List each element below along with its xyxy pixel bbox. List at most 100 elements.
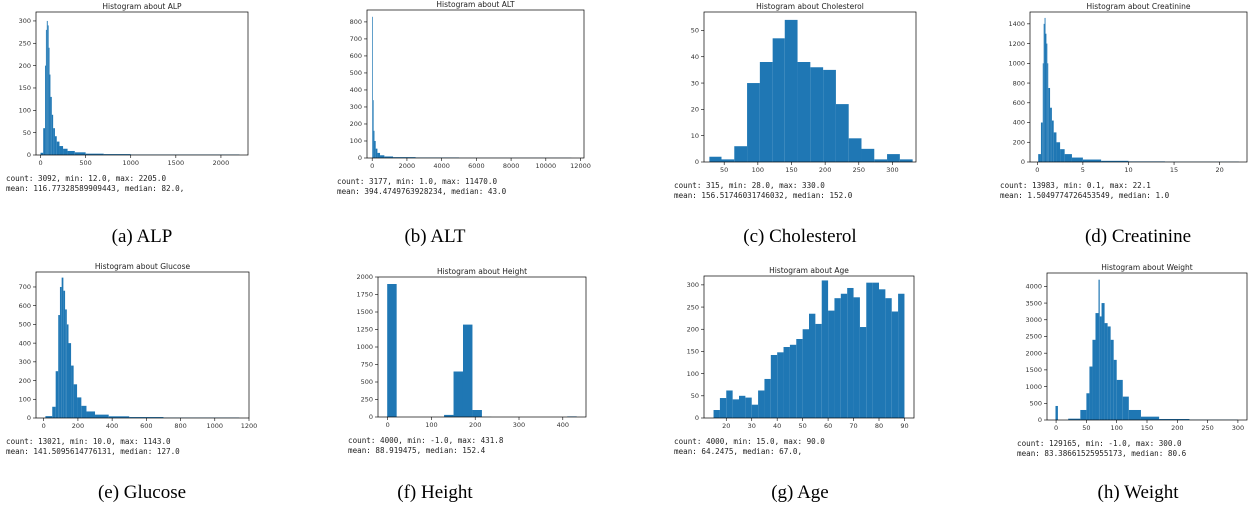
- y-tick-label: 2000: [356, 273, 373, 281]
- y-tick-label: 0: [27, 414, 31, 422]
- histogram-bar: [823, 69, 836, 162]
- stats-text-weight: count: 129165, min: -1.0, max: 300.0 mea…: [1017, 439, 1187, 458]
- y-tick-label: 0: [1021, 158, 1025, 166]
- y-tick-label: 50: [691, 392, 699, 400]
- x-tick-label: 0: [1054, 424, 1058, 432]
- histogram-bar: [67, 150, 75, 155]
- histogram-bar: [372, 16, 373, 159]
- y-tick-label: 2500: [1025, 333, 1042, 341]
- histogram-bar: [1045, 33, 1047, 162]
- caption-creatinine: (d) Creatinine: [1084, 226, 1192, 247]
- y-tick-label: 150: [19, 84, 31, 92]
- histogram-bar: [891, 311, 899, 418]
- histogram-bar: [54, 136, 57, 155]
- y-tick-label: 700: [350, 35, 362, 43]
- y-tick-label: 0: [695, 414, 699, 422]
- histogram-bar: [764, 378, 771, 418]
- x-tick-label: 5: [1081, 166, 1085, 174]
- histogram-bar: [444, 414, 454, 417]
- histogram-bar: [45, 65, 46, 155]
- y-tick-label: 4000: [1025, 283, 1042, 291]
- y-tick-label: 150: [687, 348, 699, 356]
- histogram-bar: [1050, 107, 1052, 162]
- histogram-bar: [40, 152, 44, 155]
- histogram-bar: [847, 287, 854, 418]
- y-tick-label: 750: [361, 361, 373, 369]
- caption-cholesterol: (c) Cholesterol: [743, 226, 857, 247]
- y-tick-label: 300: [19, 17, 31, 25]
- caption-height: (f) Height: [397, 482, 473, 503]
- chart-title: Histogram about Height: [437, 267, 527, 276]
- histogram-bar: [859, 327, 867, 418]
- histogram-bar: [95, 414, 109, 418]
- histogram-bar: [108, 416, 130, 418]
- x-tick-label: 1500: [168, 159, 185, 167]
- histogram-bar: [129, 417, 164, 418]
- x-tick-label: 0: [370, 162, 374, 170]
- x-tick-label: 50: [1082, 424, 1090, 432]
- histogram-bar: [73, 384, 78, 418]
- x-tick-label: 1200: [241, 422, 258, 430]
- histogram-bar: [375, 148, 378, 158]
- histogram-bar: [393, 157, 416, 158]
- x-tick-label: 250: [1201, 424, 1213, 432]
- y-tick-label: 10: [691, 132, 699, 140]
- y-tick-label: 1500: [1025, 366, 1042, 374]
- y-tick-label: 200: [19, 377, 31, 385]
- histogram-bar: [802, 329, 809, 418]
- histogram-bar: [866, 282, 873, 418]
- y-tick-label: 1000: [1008, 60, 1025, 68]
- y-tick-label: 400: [350, 86, 362, 94]
- chart-title: Histogram about Age: [769, 266, 849, 275]
- histogram-bar: [809, 313, 816, 418]
- x-tick-label: 300: [513, 421, 525, 429]
- caption-alt: (b) ALT: [404, 226, 466, 247]
- chart-weight: Histogram about Weight 0 50 100 150 200 250 300…: [1025, 263, 1248, 432]
- x-tick-label: 4000: [433, 162, 450, 170]
- y-tick-label: 1500: [356, 308, 373, 316]
- x-tick-label: 20: [722, 422, 730, 430]
- histogram-bar: [103, 154, 131, 155]
- x-tick-label: 30: [748, 422, 756, 430]
- histogram-bar: [50, 96, 52, 155]
- histogram-bar: [1092, 339, 1096, 420]
- histogram-bar: [77, 397, 82, 418]
- histogram-bar: [879, 289, 886, 418]
- y-tick-label: 1000: [1025, 383, 1042, 391]
- histogram-bar: [734, 146, 748, 162]
- histogram-bar: [74, 152, 86, 155]
- histogram-bar: [898, 293, 905, 418]
- histogram-bar: [840, 293, 848, 418]
- histogram-bar: [726, 390, 733, 418]
- y-tick-label: 500: [1030, 399, 1042, 407]
- histogram-bar: [1099, 316, 1102, 420]
- chart-title: Histogram about Creatinine: [1087, 2, 1191, 11]
- histogram-bar: [1071, 157, 1083, 162]
- histogram-bar: [58, 315, 60, 418]
- histogram-bar: [739, 395, 746, 418]
- y-tick-label: 100: [19, 107, 31, 115]
- plot-frame: [703, 11, 917, 163]
- x-tick-label: 10000: [535, 162, 556, 170]
- y-tick-label: 700: [19, 283, 31, 291]
- histogram-bar: [1051, 120, 1054, 162]
- y-tick-label: 0: [358, 154, 362, 162]
- y-tick-label: 300: [350, 103, 362, 111]
- histogram-bar: [810, 67, 824, 162]
- histogram-bar: [380, 155, 385, 158]
- histogram-bar: [751, 404, 759, 418]
- x-tick-label: 0: [42, 422, 46, 430]
- caption-weight: (h) Weight: [1097, 482, 1179, 503]
- histogram-bar: [63, 148, 68, 155]
- x-tick-label: 400: [557, 421, 569, 429]
- y-tick-label: 0: [369, 413, 373, 421]
- x-tick-label: 0: [386, 421, 390, 429]
- x-tick-label: 15: [1170, 166, 1178, 174]
- x-tick-label: 10: [1124, 166, 1132, 174]
- chart-age: Histogram about Age 20 30 40 50 60 70 80 90 0 50 10…: [687, 266, 915, 430]
- histogram-bar: [45, 29, 47, 155]
- y-tick-label: 3000: [1025, 316, 1042, 324]
- histogram-bar: [1040, 122, 1043, 162]
